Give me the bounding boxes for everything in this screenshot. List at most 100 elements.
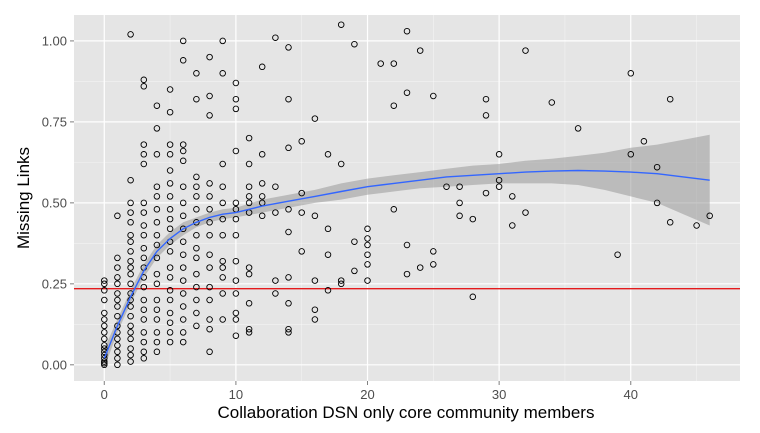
data-point — [153, 231, 161, 239]
data-point — [522, 209, 529, 216]
data-point — [706, 212, 713, 220]
data-point — [127, 248, 134, 255]
data-point — [509, 193, 516, 200]
data-point — [153, 306, 161, 313]
data-point — [101, 329, 108, 336]
data-point — [166, 151, 174, 158]
data-point — [364, 225, 371, 233]
data-point — [219, 257, 226, 265]
data-point — [403, 241, 411, 249]
data-point — [245, 329, 253, 336]
data-point — [653, 163, 661, 171]
data-point — [179, 338, 187, 346]
x-tick-label: 40 — [624, 387, 638, 402]
data-point — [127, 31, 134, 38]
data-point — [179, 251, 187, 258]
data-point — [232, 231, 240, 239]
data-point — [390, 60, 398, 67]
data-point — [127, 231, 134, 239]
data-point — [272, 290, 279, 297]
data-point — [140, 231, 148, 239]
data-point — [101, 287, 108, 294]
data-point — [364, 251, 371, 258]
data-point — [140, 222, 148, 229]
data-point — [666, 219, 674, 226]
data-point — [140, 199, 148, 207]
data-point — [166, 193, 174, 200]
data-point — [140, 355, 148, 362]
data-point — [219, 183, 226, 190]
data-point — [153, 296, 161, 304]
data-point — [140, 348, 148, 356]
data-point — [495, 151, 503, 158]
data-point — [219, 199, 226, 207]
data-point — [153, 241, 161, 249]
x-axis-title: Collaboration DSN only core community me… — [218, 403, 595, 422]
y-tick-label: 0.50 — [42, 195, 67, 210]
data-point — [140, 283, 148, 291]
data-point — [114, 361, 121, 369]
data-point — [101, 296, 108, 304]
data-point — [219, 264, 226, 271]
data-point — [324, 151, 332, 158]
data-point — [179, 290, 187, 297]
data-point — [219, 274, 226, 281]
data-point — [127, 238, 134, 245]
data-point — [193, 183, 200, 190]
data-point — [193, 219, 200, 226]
data-point — [193, 244, 200, 252]
data-point — [127, 270, 134, 278]
data-point — [127, 264, 134, 271]
y-tick-label: 1.00 — [42, 33, 67, 48]
data-point — [153, 329, 161, 336]
data-point — [140, 160, 148, 168]
data-point — [193, 322, 200, 330]
data-point — [232, 277, 240, 284]
data-point — [219, 160, 226, 168]
data-point — [193, 254, 200, 262]
data-point — [101, 355, 108, 362]
data-point — [127, 322, 134, 330]
data-point — [179, 37, 187, 45]
data-point — [153, 254, 161, 262]
data-point — [114, 355, 121, 362]
data-point — [337, 21, 345, 28]
data-point — [140, 209, 148, 216]
major-gridlines — [74, 15, 740, 381]
data-point — [245, 300, 253, 307]
data-point — [153, 316, 161, 323]
data-point — [509, 222, 516, 229]
data-point — [101, 345, 108, 352]
data-point — [153, 206, 161, 213]
data-point — [206, 264, 213, 271]
data-point — [140, 254, 148, 262]
data-point — [324, 287, 332, 294]
data-point — [640, 138, 648, 145]
data-point — [469, 215, 477, 223]
data-point — [114, 212, 121, 220]
data-point — [232, 215, 240, 223]
data-point — [469, 293, 477, 301]
data-point — [232, 309, 240, 317]
data-point — [179, 316, 187, 323]
y-tick-label: 0.75 — [42, 114, 67, 129]
data-point — [127, 345, 134, 352]
data-point — [101, 342, 108, 349]
data-point — [364, 241, 371, 249]
data-point — [416, 47, 424, 54]
data-point — [232, 290, 240, 297]
data-point — [140, 306, 148, 313]
data-point — [140, 83, 148, 90]
data-point — [179, 329, 187, 336]
x-axis-ticks: 0 10 20 30 40 — [101, 381, 638, 402]
data-point — [206, 112, 213, 119]
data-point — [351, 238, 358, 245]
data-point — [166, 108, 174, 116]
x-tick-label: 10 — [229, 387, 243, 402]
data-point — [245, 270, 253, 278]
data-point — [351, 40, 358, 48]
data-point — [179, 183, 187, 190]
data-point — [206, 316, 213, 323]
data-point — [114, 348, 121, 356]
